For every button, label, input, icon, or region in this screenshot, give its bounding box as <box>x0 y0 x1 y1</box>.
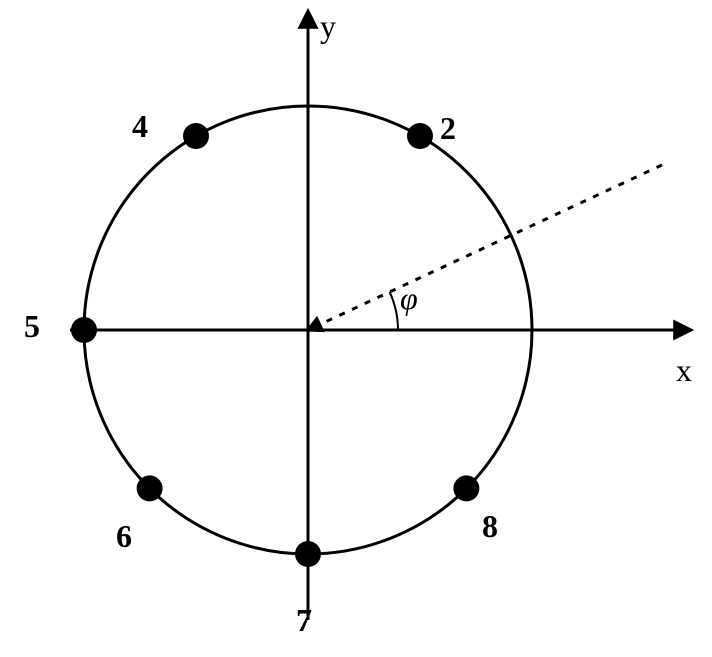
node-label-2: 2 <box>440 110 456 147</box>
phi-line <box>308 165 662 330</box>
node-dot-5 <box>71 317 97 343</box>
y-axis-label: y <box>320 8 336 45</box>
node-dot-7 <box>295 541 321 567</box>
phi-arc <box>390 292 398 330</box>
node-label-8: 8 <box>482 508 498 545</box>
diagram-canvas <box>0 0 712 657</box>
node-label-5: 5 <box>24 308 40 345</box>
x-axis-label: x <box>676 352 692 389</box>
node-dot-4 <box>183 123 209 149</box>
phi-label: φ <box>400 280 418 317</box>
node-label-4: 4 <box>132 108 148 145</box>
node-dot-6 <box>137 475 163 501</box>
node-dot-2 <box>407 123 433 149</box>
node-dot-8 <box>453 475 479 501</box>
node-label-7: 7 <box>296 602 312 639</box>
node-label-6: 6 <box>116 518 132 555</box>
